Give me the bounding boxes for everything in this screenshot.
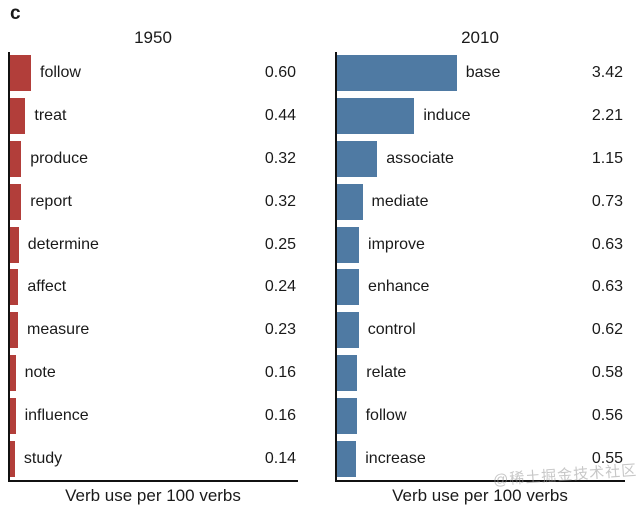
bar [10, 183, 22, 220]
chart-area-2010: base 3.42 induce 2.21 associate 1.15 med… [335, 52, 625, 482]
x-axis-label-1950: Verb use per 100 verbs [65, 486, 241, 505]
verb-label: increase [365, 449, 426, 467]
verb-label: follow [40, 64, 81, 82]
value-label: 0.63 [591, 278, 623, 296]
bar-row: measure 0.23 [10, 309, 298, 352]
verb-label: measure [27, 321, 90, 339]
bar [337, 397, 357, 434]
value-label: 0.25 [264, 235, 296, 253]
verb-label: associate [386, 149, 454, 167]
value-label: 0.16 [264, 363, 296, 381]
verb-label: determine [27, 235, 99, 253]
verb-label: produce [30, 149, 89, 167]
value-label: 0.16 [264, 406, 296, 424]
bar [337, 183, 363, 220]
bar-row: increase 0.55 [337, 437, 625, 480]
chart-title-1950: 1950 [134, 28, 172, 47]
verb-label: enhance [368, 278, 430, 296]
bar [10, 354, 16, 391]
bar-row: influence 0.16 [10, 394, 298, 437]
bar-row: enhance 0.63 [337, 266, 625, 309]
value-label: 0.24 [264, 278, 296, 296]
verb-label: improve [368, 235, 425, 253]
verb-label: control [367, 321, 416, 339]
value-label: 0.55 [591, 449, 623, 467]
bar [337, 55, 457, 92]
bar-row: report 0.32 [10, 180, 298, 223]
verb-label: note [24, 363, 56, 381]
bar-row: control 0.62 [337, 309, 625, 352]
bar-row: follow 0.60 [10, 52, 298, 95]
verb-label: base [465, 64, 501, 82]
verb-label: induce [423, 107, 471, 125]
bar [337, 98, 415, 135]
bar-row: base 3.42 [337, 52, 625, 95]
verb-label: follow [365, 406, 407, 424]
value-label: 0.44 [264, 107, 296, 125]
value-label: 1.15 [591, 149, 623, 167]
chart-title-2010: 2010 [461, 28, 499, 47]
verb-label: affect [27, 278, 67, 296]
bar [10, 98, 26, 135]
value-label: 0.63 [591, 235, 623, 253]
value-label: 0.14 [264, 449, 296, 467]
value-label: 0.23 [264, 321, 296, 339]
verb-label: mediate [371, 192, 429, 210]
value-label: 0.62 [591, 321, 623, 339]
value-label: 0.56 [591, 406, 623, 424]
bar-row: follow 0.56 [337, 394, 625, 437]
bar-row: associate 1.15 [337, 138, 625, 181]
panel-letter-label: c [10, 3, 21, 24]
verb-label: influence [24, 406, 89, 424]
bar-row: improve 0.63 [337, 223, 625, 266]
value-label: 2.21 [591, 107, 623, 125]
value-label: 0.32 [264, 149, 296, 167]
bar [337, 140, 378, 177]
verb-label: treat [34, 107, 67, 125]
chart-panel-2010: 2010 base 3.42 induce 2.21 associate 1.1… [335, 27, 625, 506]
bar [337, 226, 360, 263]
bar-row: study 0.14 [10, 437, 298, 480]
chart-area-1950: follow 0.60 treat 0.44 produce 0.32 repo… [8, 52, 298, 482]
value-label: 0.32 [264, 192, 296, 210]
bar [10, 440, 15, 477]
bar [337, 312, 359, 349]
verb-label: report [30, 192, 72, 210]
bar [10, 140, 22, 177]
value-label: 0.73 [591, 192, 623, 210]
bar-row: determine 0.25 [10, 223, 298, 266]
bar-row: note 0.16 [10, 352, 298, 395]
bar [10, 226, 19, 263]
bar [10, 397, 16, 434]
bar-row: mediate 0.73 [337, 180, 625, 223]
value-label: 0.58 [591, 363, 623, 381]
bar [10, 55, 31, 92]
bar-row: relate 0.58 [337, 352, 625, 395]
bar [337, 440, 357, 477]
verb-label: relate [366, 363, 407, 381]
verb-label: study [23, 449, 63, 467]
chart-panel-1950: 1950 follow 0.60 treat 0.44 produce 0.32… [8, 27, 298, 506]
bar-row: produce 0.32 [10, 138, 298, 181]
value-label: 0.60 [264, 64, 296, 82]
value-label: 3.42 [591, 64, 623, 82]
bar [337, 269, 360, 306]
bar [10, 312, 19, 349]
bar [337, 354, 358, 391]
bar [10, 269, 19, 306]
bar-row: treat 0.44 [10, 95, 298, 138]
bar-row: induce 2.21 [337, 95, 625, 138]
x-axis-label-2010: Verb use per 100 verbs [392, 486, 568, 505]
bar-row: affect 0.24 [10, 266, 298, 309]
